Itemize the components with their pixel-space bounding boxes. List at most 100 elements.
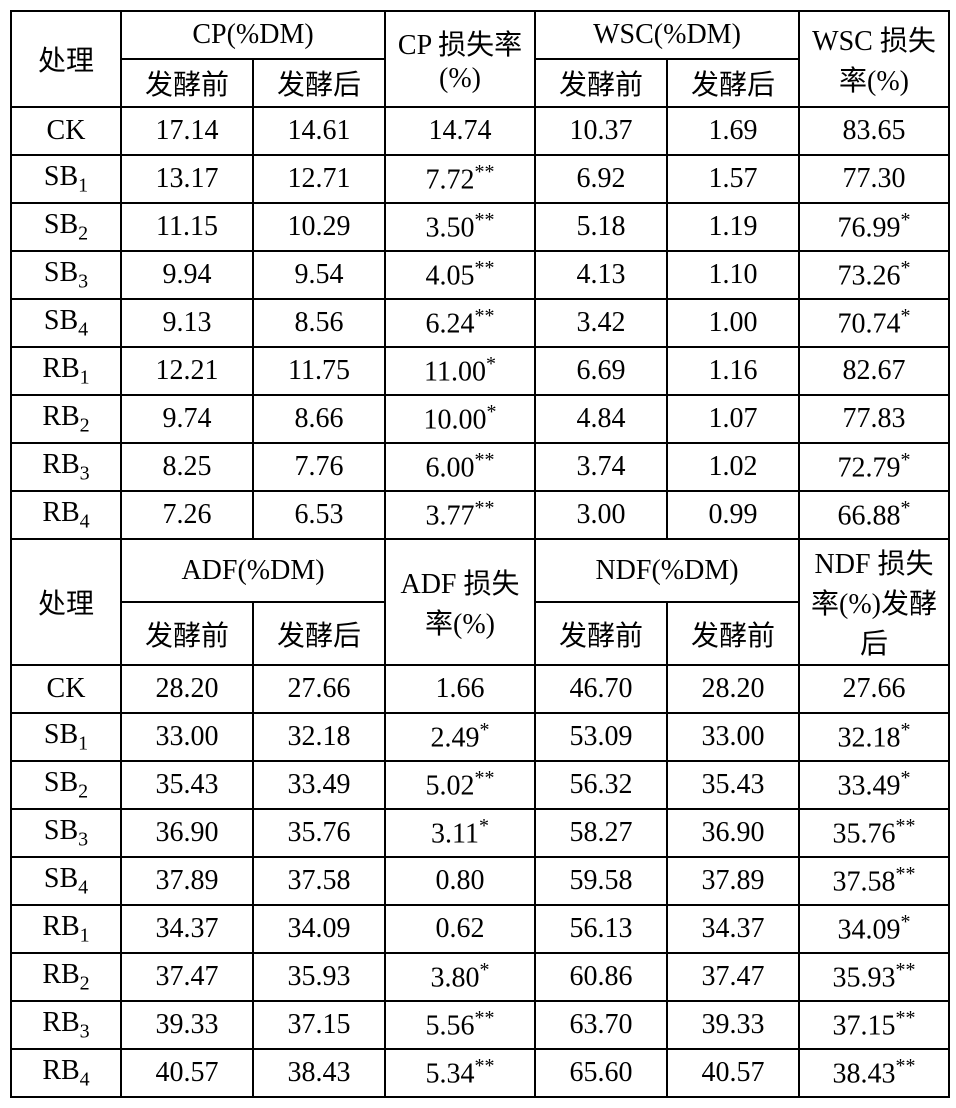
- data-cell: 37.89: [121, 857, 253, 905]
- data-cell: 65.60: [535, 1049, 667, 1097]
- header-wsc-after: 发酵后: [667, 59, 799, 107]
- treatment-cell: SB1: [11, 713, 121, 761]
- data-cell: 66.88*: [799, 491, 949, 539]
- treatment-cell: RB3: [11, 1001, 121, 1049]
- data-cell: 17.14: [121, 107, 253, 155]
- data-cell: 3.00: [535, 491, 667, 539]
- data-cell: 0.80: [385, 857, 535, 905]
- treatment-cell: RB1: [11, 905, 121, 953]
- data-cell: 6.00**: [385, 443, 535, 491]
- header-ndf-after: 发酵前: [667, 602, 799, 665]
- data-cell: 60.86: [535, 953, 667, 1001]
- data-cell: 59.58: [535, 857, 667, 905]
- data-cell: 58.27: [535, 809, 667, 857]
- data-cell: 8.66: [253, 395, 385, 443]
- data-cell: 0.99: [667, 491, 799, 539]
- data-cell: 3.50**: [385, 203, 535, 251]
- data-cell: 33.00: [121, 713, 253, 761]
- table-row: RB339.3337.155.56**63.7039.3337.15**: [11, 1001, 949, 1049]
- data-cell: 38.43: [253, 1049, 385, 1097]
- data-cell: 82.67: [799, 347, 949, 395]
- header-cp-loss: CP 损失率(%): [385, 11, 535, 107]
- data-cell: 1.00: [667, 299, 799, 347]
- table-row: SB113.1712.717.72**6.921.5777.30: [11, 155, 949, 203]
- data-cell: 28.20: [121, 665, 253, 713]
- data-cell: 3.11*: [385, 809, 535, 857]
- data-cell: 6.24**: [385, 299, 535, 347]
- data-cell: 53.09: [535, 713, 667, 761]
- data-cell: 37.89: [667, 857, 799, 905]
- data-cell: 72.79*: [799, 443, 949, 491]
- data-cell: 6.92: [535, 155, 667, 203]
- data-cell: 77.30: [799, 155, 949, 203]
- data-cell: 12.71: [253, 155, 385, 203]
- data-cell: 35.76: [253, 809, 385, 857]
- data-cell: 39.33: [121, 1001, 253, 1049]
- treatment-cell: SB3: [11, 251, 121, 299]
- data-cell: 1.02: [667, 443, 799, 491]
- treatment-cell: SB4: [11, 857, 121, 905]
- treatment-cell: RB3: [11, 443, 121, 491]
- data-cell: 1.16: [667, 347, 799, 395]
- treatment-cell: SB4: [11, 299, 121, 347]
- data-cell: 37.15: [253, 1001, 385, 1049]
- data-cell: 4.13: [535, 251, 667, 299]
- data-cell: 35.76**: [799, 809, 949, 857]
- data-cell: 3.80*: [385, 953, 535, 1001]
- data-cell: 37.15**: [799, 1001, 949, 1049]
- treatment-cell: RB4: [11, 1049, 121, 1097]
- data-cell: 39.33: [667, 1001, 799, 1049]
- table-row: SB49.138.566.24**3.421.0070.74*: [11, 299, 949, 347]
- data-cell: 10.37: [535, 107, 667, 155]
- data-cell: 3.74: [535, 443, 667, 491]
- data-cell: 37.47: [667, 953, 799, 1001]
- data-cell: 27.66: [799, 665, 949, 713]
- data-cell: 4.84: [535, 395, 667, 443]
- table-row: SB39.949.544.05**4.131.1073.26*: [11, 251, 949, 299]
- data-cell: 70.74*: [799, 299, 949, 347]
- data-cell: 36.90: [121, 809, 253, 857]
- header-cp-group: CP(%DM): [121, 11, 385, 59]
- data-cell: 34.09: [253, 905, 385, 953]
- table-row: SB235.4333.495.02**56.3235.4333.49*: [11, 761, 949, 809]
- data-cell: 37.58: [253, 857, 385, 905]
- data-cell: 46.70: [535, 665, 667, 713]
- data-cell: 35.93: [253, 953, 385, 1001]
- data-cell: 1.10: [667, 251, 799, 299]
- header-ndf-group: NDF(%DM): [535, 539, 799, 602]
- table-row: RB237.4735.933.80*60.8637.4735.93**: [11, 953, 949, 1001]
- data-cell: 3.42: [535, 299, 667, 347]
- data-cell: 83.65: [799, 107, 949, 155]
- table-row: RB440.5738.435.34**65.6040.5738.43**: [11, 1049, 949, 1097]
- data-cell: 1.57: [667, 155, 799, 203]
- treatment-cell: CK: [11, 665, 121, 713]
- data-cell: 40.57: [121, 1049, 253, 1097]
- data-cell: 35.93**: [799, 953, 949, 1001]
- data-cell: 5.56**: [385, 1001, 535, 1049]
- header-treatment: 处理: [11, 539, 121, 665]
- data-cell: 6.69: [535, 347, 667, 395]
- data-cell: 8.56: [253, 299, 385, 347]
- data-cell: 0.62: [385, 905, 535, 953]
- treatment-cell: RB2: [11, 395, 121, 443]
- header-wsc-loss: WSC 损失率(%): [799, 11, 949, 107]
- data-cell: 34.37: [667, 905, 799, 953]
- data-cell: 33.00: [667, 713, 799, 761]
- data-cell: 9.74: [121, 395, 253, 443]
- data-cell: 13.17: [121, 155, 253, 203]
- header-cp-before: 发酵前: [121, 59, 253, 107]
- data-cell: 14.74: [385, 107, 535, 155]
- data-cell: 5.02**: [385, 761, 535, 809]
- data-cell: 7.76: [253, 443, 385, 491]
- table-row: SB336.9035.763.11*58.2736.9035.76**: [11, 809, 949, 857]
- data-cell: 11.00*: [385, 347, 535, 395]
- table-row: SB437.8937.580.8059.5837.8937.58**: [11, 857, 949, 905]
- header-wsc-before: 发酵前: [535, 59, 667, 107]
- data-cell: 7.26: [121, 491, 253, 539]
- data-cell: 10.29: [253, 203, 385, 251]
- data-cell: 73.26*: [799, 251, 949, 299]
- data-cell: 1.66: [385, 665, 535, 713]
- table-row: RB112.2111.7511.00*6.691.1682.67: [11, 347, 949, 395]
- table-row: CK17.1414.6114.7410.371.6983.65: [11, 107, 949, 155]
- data-cell: 3.77**: [385, 491, 535, 539]
